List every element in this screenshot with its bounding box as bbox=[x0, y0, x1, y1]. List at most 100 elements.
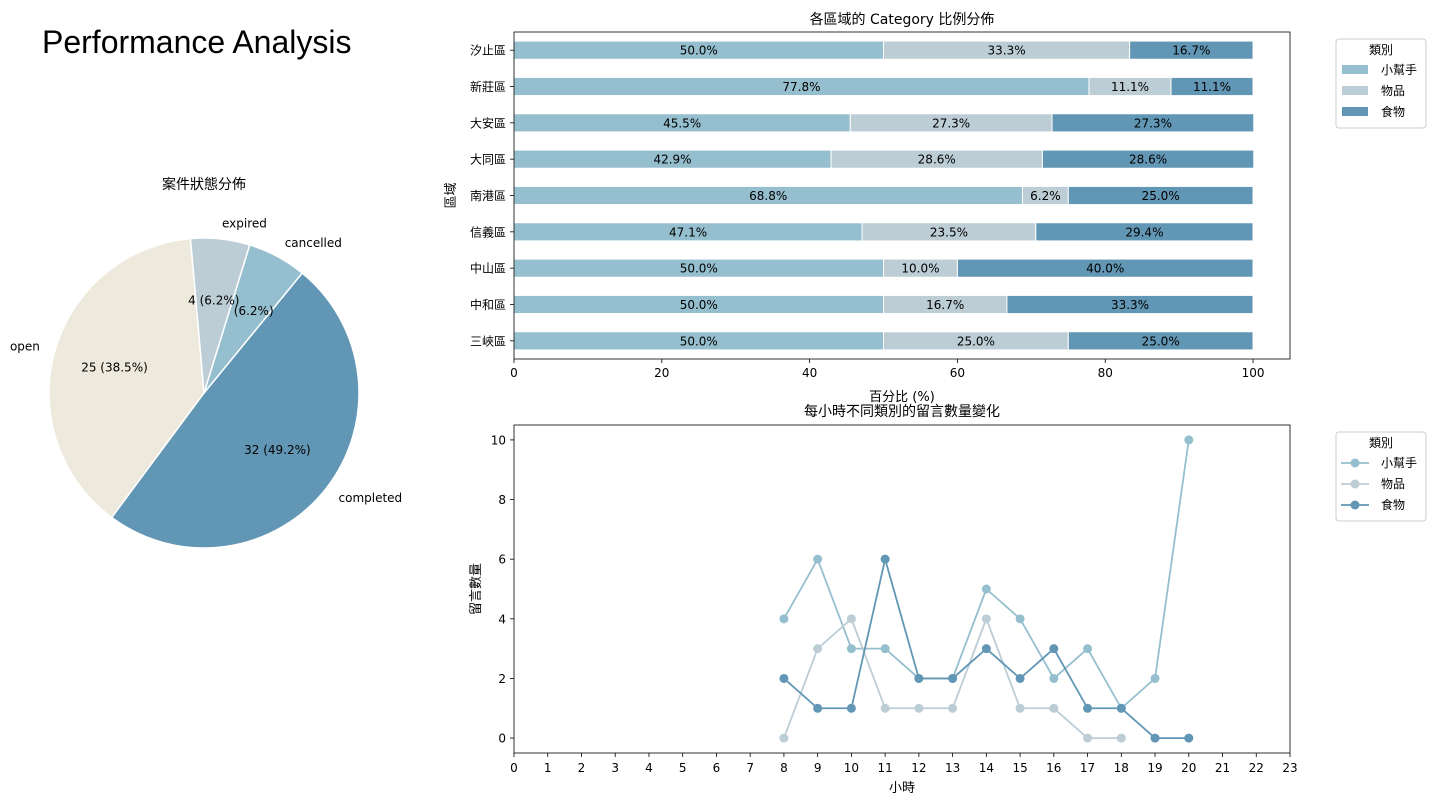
bar-segment bbox=[956, 258, 1254, 278]
bar-data-label: 45.5% bbox=[663, 116, 701, 130]
data-point-物品 bbox=[1049, 703, 1059, 713]
x-tick-label: 1 bbox=[544, 761, 552, 775]
x-tick-label: 80 bbox=[1098, 366, 1113, 380]
data-point-食物 bbox=[1184, 733, 1194, 743]
y-tick-label: 中山區 bbox=[470, 261, 506, 276]
data-point-物品 bbox=[813, 644, 823, 654]
x-tick-label: 8 bbox=[780, 761, 788, 775]
bar-data-label: 50.0% bbox=[680, 334, 718, 348]
bar-data-label: 27.3% bbox=[932, 116, 970, 130]
data-point-食物 bbox=[880, 554, 890, 564]
bar-data-label: 33.3% bbox=[1111, 298, 1149, 312]
data-point-物品 bbox=[1083, 733, 1093, 743]
pie-label-open: open bbox=[10, 340, 40, 354]
x-tick-label: 18 bbox=[1114, 761, 1129, 775]
x-tick-label: 0 bbox=[510, 761, 518, 775]
legend-label-小幫手: 小幫手 bbox=[1381, 62, 1417, 77]
line-plot-frame bbox=[513, 424, 1291, 754]
x-tick-label: 13 bbox=[945, 761, 960, 775]
pie-slice-open bbox=[48, 237, 205, 519]
x-tick-label: 9 bbox=[814, 761, 822, 775]
y-tick-label: 三峽區 bbox=[470, 334, 506, 348]
bar-data-label: 29.4% bbox=[1125, 225, 1163, 239]
x-tick-label: 12 bbox=[911, 761, 926, 775]
x-tick-label: 14 bbox=[979, 761, 994, 775]
pie-slice-completed bbox=[110, 272, 360, 549]
bar-data-label: 68.8% bbox=[749, 189, 787, 203]
bar-data-label: 42.9% bbox=[653, 153, 691, 167]
bar-data-label: 11.1% bbox=[1193, 80, 1231, 94]
x-tick-label: 15 bbox=[1012, 761, 1027, 775]
bar-data-label: 11.1% bbox=[1111, 80, 1149, 94]
bar-data-label: 28.6% bbox=[918, 153, 956, 167]
pie-label-completed: completed bbox=[339, 491, 403, 505]
data-point-物品 bbox=[1116, 733, 1126, 743]
y-tick-label: 6 bbox=[498, 553, 506, 567]
stacked-bar-chart: 各區域的 Category 比例分佈 50.0% 33.3% 16.7% 汐止區 77.8… bbox=[444, 11, 1427, 405]
legend-title: 類別 bbox=[1369, 43, 1393, 57]
x-tick-label: 20 bbox=[654, 366, 669, 380]
y-axis-label: 留言數量 bbox=[469, 563, 484, 615]
bar-plot-frame bbox=[513, 31, 1291, 360]
x-tick-label: 3 bbox=[611, 761, 619, 775]
x-tick-label: 100 bbox=[1242, 366, 1265, 380]
legend-label-食物: 食物 bbox=[1381, 497, 1405, 512]
y-tick-label: 大同區 bbox=[470, 153, 506, 167]
data-point-小幫手 bbox=[813, 554, 823, 564]
x-tick-label: 11 bbox=[877, 761, 892, 775]
data-point-小幫手 bbox=[779, 614, 789, 624]
y-tick-label: 4 bbox=[498, 612, 506, 626]
x-tick-label: 10 bbox=[844, 761, 859, 775]
data-point-食物 bbox=[1049, 644, 1059, 654]
y-tick-label: 2 bbox=[498, 672, 506, 686]
x-tick-label: 60 bbox=[950, 366, 965, 380]
data-point-食物 bbox=[1150, 733, 1160, 743]
data-point-物品 bbox=[846, 614, 856, 624]
bar-data-label: 27.3% bbox=[1134, 116, 1172, 130]
bar-chart-title: 各區域的 Category 比例分佈 bbox=[810, 11, 995, 28]
bar-data-label: 50.0% bbox=[680, 298, 718, 312]
x-tick-label: 16 bbox=[1046, 761, 1061, 775]
data-point-食物 bbox=[813, 703, 823, 713]
bar-segment bbox=[1041, 149, 1255, 169]
bar-data-label: 40.0% bbox=[1086, 262, 1124, 276]
data-point-物品 bbox=[948, 703, 958, 713]
bar-data-label: 23.5% bbox=[930, 225, 968, 239]
y-tick-label: 中和區 bbox=[470, 297, 506, 312]
data-point-小幫手 bbox=[981, 584, 991, 594]
bar-data-label: 28.6% bbox=[1129, 153, 1167, 167]
data-point-小幫手 bbox=[880, 644, 890, 654]
pie-label-cancelled: cancelled bbox=[285, 236, 342, 250]
data-point-食物 bbox=[981, 644, 991, 654]
x-tick-label: 0 bbox=[510, 366, 518, 380]
data-point-小幫手 bbox=[1049, 673, 1059, 683]
y-tick-label: 汐止區 bbox=[470, 43, 506, 58]
y-tick-label: 0 bbox=[498, 732, 506, 746]
bar-data-label: 16.7% bbox=[926, 298, 964, 312]
pie-pct-open: 25 (38.5%) bbox=[81, 361, 148, 375]
x-tick-label: 21 bbox=[1215, 761, 1230, 775]
x-tick-label: 2 bbox=[578, 761, 586, 775]
x-axis-label: 小時 bbox=[889, 781, 915, 796]
legend-label-物品: 物品 bbox=[1381, 477, 1405, 491]
legend-frame bbox=[1335, 431, 1427, 522]
x-tick-label: 19 bbox=[1147, 761, 1162, 775]
bar-segment bbox=[1067, 185, 1254, 206]
bar-data-label: 6.2% bbox=[1030, 189, 1061, 203]
legend-swatch-物品 bbox=[1342, 86, 1368, 95]
y-tick-label: 信義區 bbox=[470, 224, 506, 239]
series-line-小幫手 bbox=[783, 439, 1190, 710]
data-point-物品 bbox=[779, 733, 789, 743]
bar-segment bbox=[1067, 331, 1254, 351]
bar-data-label: 77.8% bbox=[782, 80, 820, 94]
x-tick-label: 6 bbox=[713, 761, 721, 775]
bar-data-label: 50.0% bbox=[680, 44, 718, 58]
bar-data-label: 25.0% bbox=[1142, 189, 1180, 203]
x-tick-label: 23 bbox=[1282, 761, 1297, 775]
x-tick-label: 4 bbox=[645, 761, 653, 775]
pie-title: 案件狀態分佈 bbox=[162, 176, 246, 193]
y-tick-label: 南港區 bbox=[470, 188, 506, 203]
data-point-食物 bbox=[914, 673, 924, 683]
legend-label-食物: 食物 bbox=[1381, 104, 1405, 119]
